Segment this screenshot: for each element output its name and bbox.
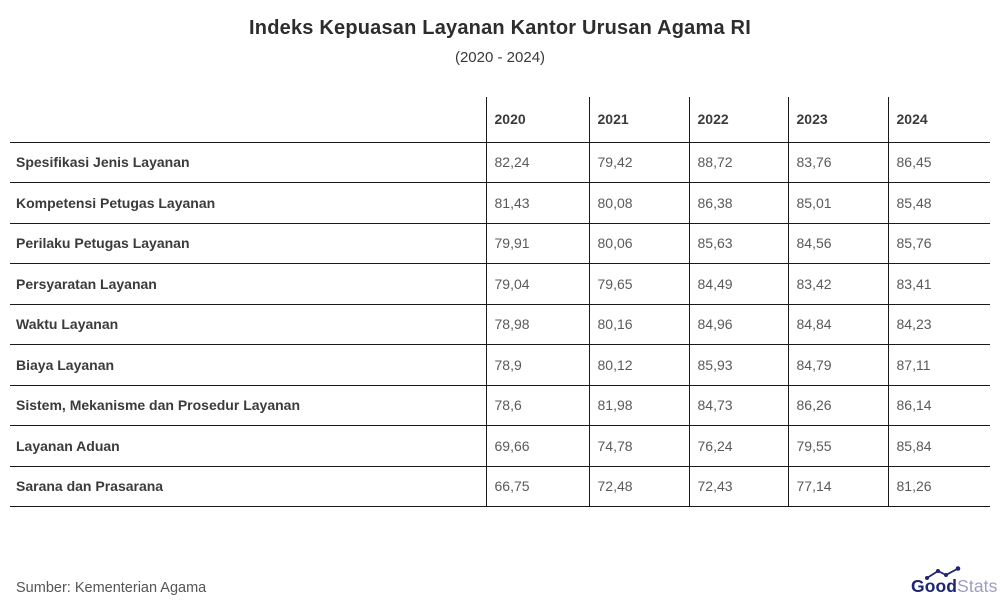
cell-value: 85,93 [688,344,788,386]
row-label: Biaya Layanan [10,344,486,386]
table-row: Biaya Layanan 78,9 80,12 85,93 84,79 87,… [10,344,990,386]
table-row: Sistem, Mekanisme dan Prosedur Layanan 7… [10,385,990,426]
cell-value: 83,76 [787,142,888,183]
cell-value: 80,12 [588,344,689,386]
cell-value: 69,66 [485,425,589,467]
cell-value: 86,26 [787,385,888,426]
trend-line-icon [925,566,961,580]
cell-value: 78,6 [485,385,589,426]
cell-value: 86,14 [887,385,990,426]
cell-value: 79,42 [588,142,689,183]
cell-value: 81,43 [485,182,589,224]
source-note: Sumber: Kementerian Agama [16,580,207,596]
row-label: Kompetensi Petugas Layanan [10,182,486,224]
cell-value: 79,91 [485,223,589,264]
cell-value: 84,79 [787,344,888,386]
row-label: Waktu Layanan [10,304,486,345]
cell-value: 78,9 [485,344,589,386]
cell-value: 81,26 [887,466,990,507]
cell-value: 86,45 [887,142,990,183]
cell-value: 84,73 [688,385,788,426]
cell-value: 72,43 [688,466,788,507]
cell-value: 66,75 [485,466,589,507]
cell-value: 85,76 [887,223,990,264]
infographic-canvas: Indeks Kepuasan Layanan Kantor Urusan Ag… [0,17,1000,600]
satisfaction-index-table: 2020 2021 2022 2023 2024 Spesifikasi Jen… [10,97,990,507]
cell-value: 88,72 [688,142,788,183]
cell-value: 84,49 [688,263,788,305]
cell-value: 84,23 [887,304,990,345]
cell-value: 72,48 [588,466,689,507]
cell-value: 85,48 [887,182,990,224]
row-label: Spesifikasi Jenis Layanan [10,142,486,183]
table-row: Kompetensi Petugas Layanan 81,43 80,08 8… [10,182,990,224]
row-label: Sarana dan Prasarana [10,466,486,507]
cell-value: 77,14 [787,466,888,507]
cell-value: 87,11 [887,344,990,386]
logo-light-text: Stats [957,576,998,596]
table-row: Spesifikasi Jenis Layanan 82,24 79,42 88… [10,142,990,183]
cell-value: 86,38 [688,182,788,224]
logo-bold-text: Good [911,576,958,596]
row-label: Layanan Aduan [10,425,486,467]
cell-value: 85,63 [688,223,788,264]
cell-value: 84,84 [787,304,888,345]
corner-cell [10,97,486,143]
column-header-2024: 2024 [887,97,990,143]
page-subtitle: (2020 - 2024) [454,49,546,66]
cell-value: 74,78 [588,425,689,467]
row-label: Persyaratan Layanan [10,263,486,305]
cell-value: 84,56 [787,223,888,264]
row-label: Sistem, Mekanisme dan Prosedur Layanan [10,385,486,426]
page-title: Indeks Kepuasan Layanan Kantor Urusan Ag… [249,17,751,39]
cell-value: 80,06 [588,223,689,264]
table-row: Perilaku Petugas Layanan 79,91 80,06 85,… [10,223,990,264]
cell-value: 81,98 [588,385,689,426]
table-row: Persyaratan Layanan 79,04 79,65 84,49 83… [10,263,990,305]
cell-value: 79,65 [588,263,689,305]
row-label: Perilaku Petugas Layanan [10,223,486,264]
cell-value: 83,42 [787,263,888,305]
cell-value: 85,84 [887,425,990,467]
cell-value: 84,96 [688,304,788,345]
column-header-2020: 2020 [485,97,589,143]
cell-value: 79,55 [787,425,888,467]
cell-value: 85,01 [787,182,888,224]
cell-value: 76,24 [688,425,788,467]
table-row: Waktu Layanan 78,98 80,16 84,96 84,84 84… [10,304,990,345]
goodstats-logo: GoodStats [911,566,997,600]
table-row: Layanan Aduan 69,66 74,78 76,24 79,55 85… [10,425,990,467]
cell-value: 80,16 [588,304,689,345]
column-header-2021: 2021 [588,97,689,143]
header-row: 2020 2021 2022 2023 2024 [10,97,990,143]
cell-value: 80,08 [588,182,689,224]
cell-value: 79,04 [485,263,589,305]
column-header-2022: 2022 [688,97,788,143]
table-row: Sarana dan Prasarana 66,75 72,48 72,43 7… [10,466,990,507]
goodstats-wordmark: GoodStats [911,576,997,597]
cell-value: 78,98 [485,304,589,345]
column-header-2023: 2023 [787,97,888,143]
cell-value: 82,24 [485,142,589,183]
cell-value: 83,41 [887,263,990,305]
